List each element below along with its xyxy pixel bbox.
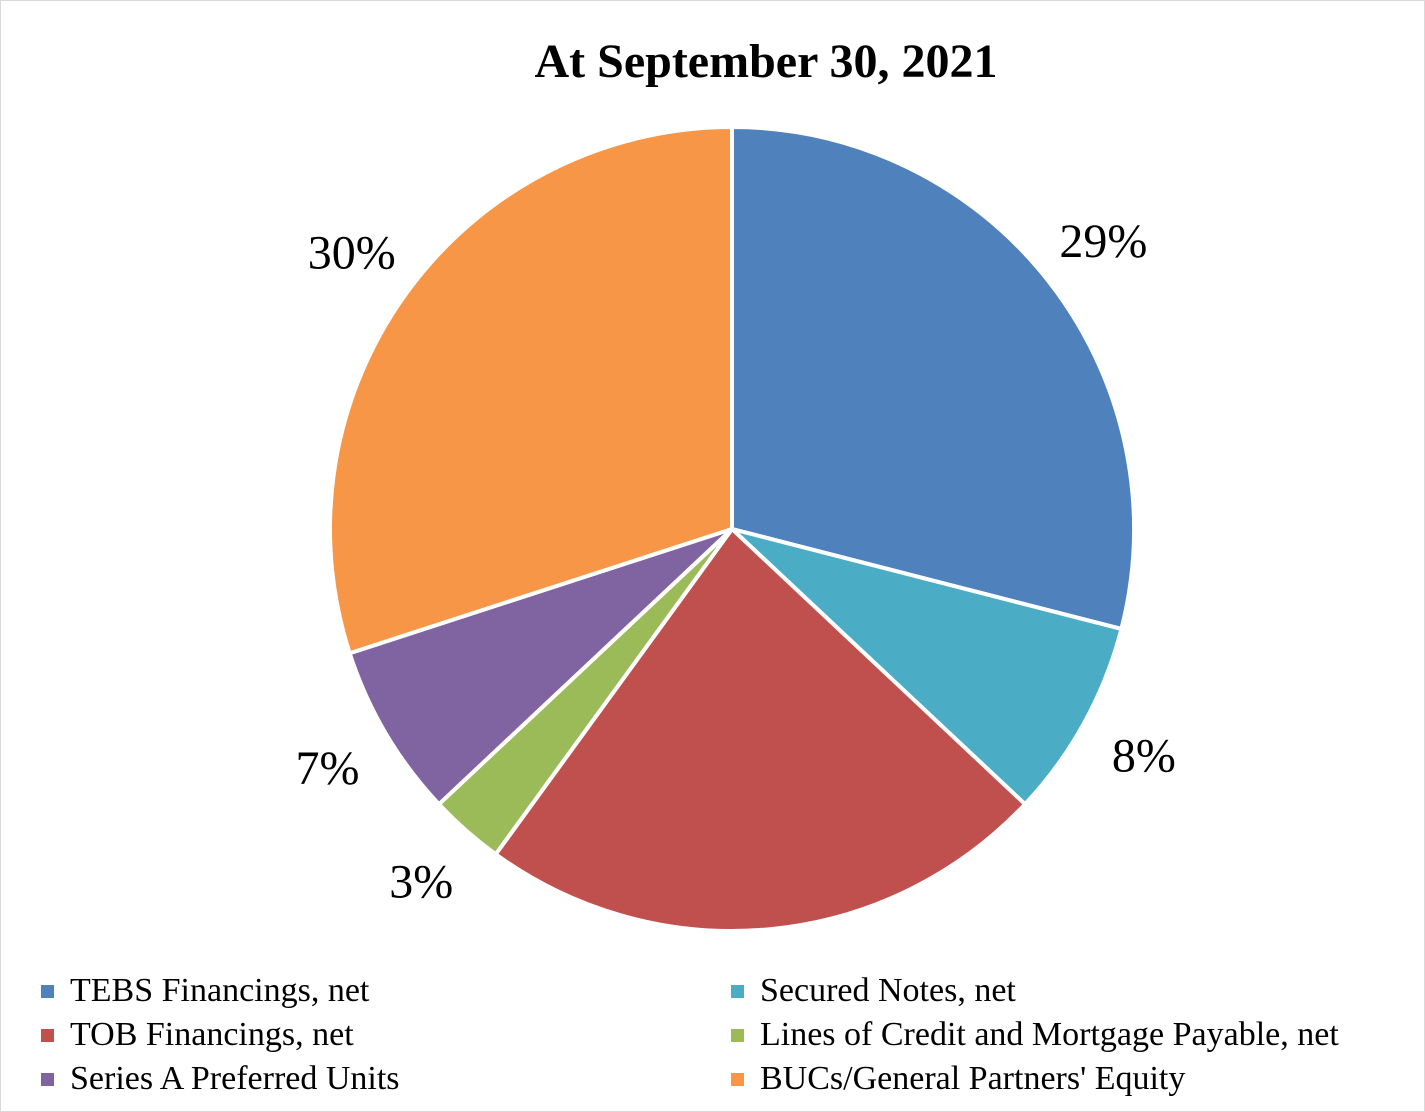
legend-swatch <box>731 1028 744 1042</box>
legend-swatch <box>41 984 54 998</box>
pie-slice-0 <box>730 125 1136 631</box>
legend-item-0: TEBS Financings, net <box>41 969 731 1013</box>
pie-chart: At September 30, 2021 29%8%23%3%7%30% <box>295 35 1176 933</box>
data-label-0: 29% <box>1059 215 1147 268</box>
legend-label: Secured Notes, net <box>760 972 1016 1009</box>
legend-item-5: BUCs/General Partners' Equity <box>731 1057 1411 1101</box>
legend-swatch <box>731 1072 744 1086</box>
pie-labels: 29%8%23%3%7%30% <box>295 215 1176 909</box>
chart-legend: TEBS Financings, net Secured Notes, net TO… <box>41 969 1411 1101</box>
data-label-1: 8% <box>1112 729 1176 782</box>
legend-swatch <box>731 984 744 998</box>
pie-slices <box>328 125 1136 933</box>
data-label-4: 7% <box>295 742 359 795</box>
pie-slice-1 <box>730 527 1124 807</box>
pie-slice-2 <box>493 527 1028 933</box>
data-label-5: 30% <box>308 227 396 280</box>
legend-item-3: Lines of Credit and Mortgage Payable, ne… <box>731 1013 1411 1057</box>
legend-label: Series A Preferred Units <box>70 1060 400 1097</box>
pie-slice-4 <box>347 527 734 807</box>
legend-label: TOB Financings, net <box>70 1016 354 1053</box>
legend-item-1: Secured Notes, net <box>731 969 1411 1013</box>
data-label-3: 3% <box>389 856 453 909</box>
legend-label: TEBS Financings, net <box>70 972 370 1009</box>
pie-slice-5 <box>328 125 734 656</box>
legend-label: BUCs/General Partners' Equity <box>760 1060 1186 1097</box>
legend-swatch <box>41 1028 54 1042</box>
legend-label: Lines of Credit and Mortgage Payable, ne… <box>760 1016 1339 1053</box>
legend-swatch <box>41 1072 54 1086</box>
legend-item-4: Series A Preferred Units <box>41 1057 731 1101</box>
legend-item-2: TOB Financings, net <box>41 1013 731 1057</box>
chart-title: At September 30, 2021 <box>534 35 997 88</box>
